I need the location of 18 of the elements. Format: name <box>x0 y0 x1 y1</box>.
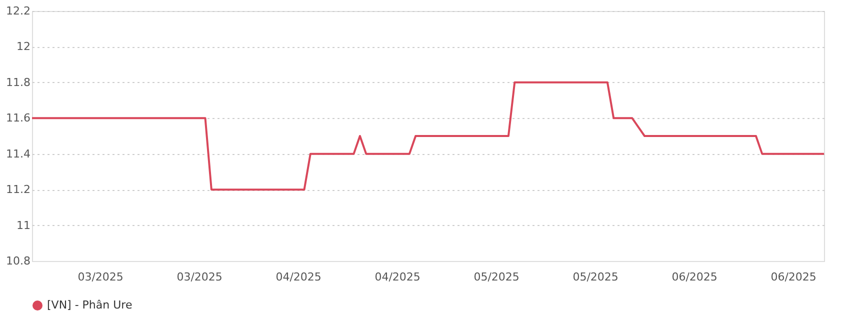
y-tick-label: 11.6 <box>6 112 30 125</box>
x-tick-label: 03/2025 <box>176 270 222 284</box>
x-tick-label: 03/2025 <box>78 270 124 284</box>
x-tick-label: 05/2025 <box>474 270 520 284</box>
y-tick-label: 11.2 <box>6 183 30 196</box>
x-tick-label: 04/2025 <box>374 270 420 284</box>
legend-label: [VN] - Phân Ure <box>47 298 132 312</box>
y-tick-label: 11 <box>16 218 30 232</box>
y-tick-label: 11.4 <box>6 147 30 160</box>
x-tick-label: 05/2025 <box>572 270 618 284</box>
y-tick-label: 12 <box>16 40 30 54</box>
x-tick-label: 06/2025 <box>770 270 816 284</box>
y-tick-label: 12.2 <box>6 4 30 18</box>
line-series <box>31 81 825 191</box>
x-tick-label: 04/2025 <box>276 270 322 284</box>
x-tick-label: 06/2025 <box>672 270 718 284</box>
y-tick-label: 10.8 <box>6 254 30 268</box>
y-tick-label: 11.8 <box>6 76 30 89</box>
